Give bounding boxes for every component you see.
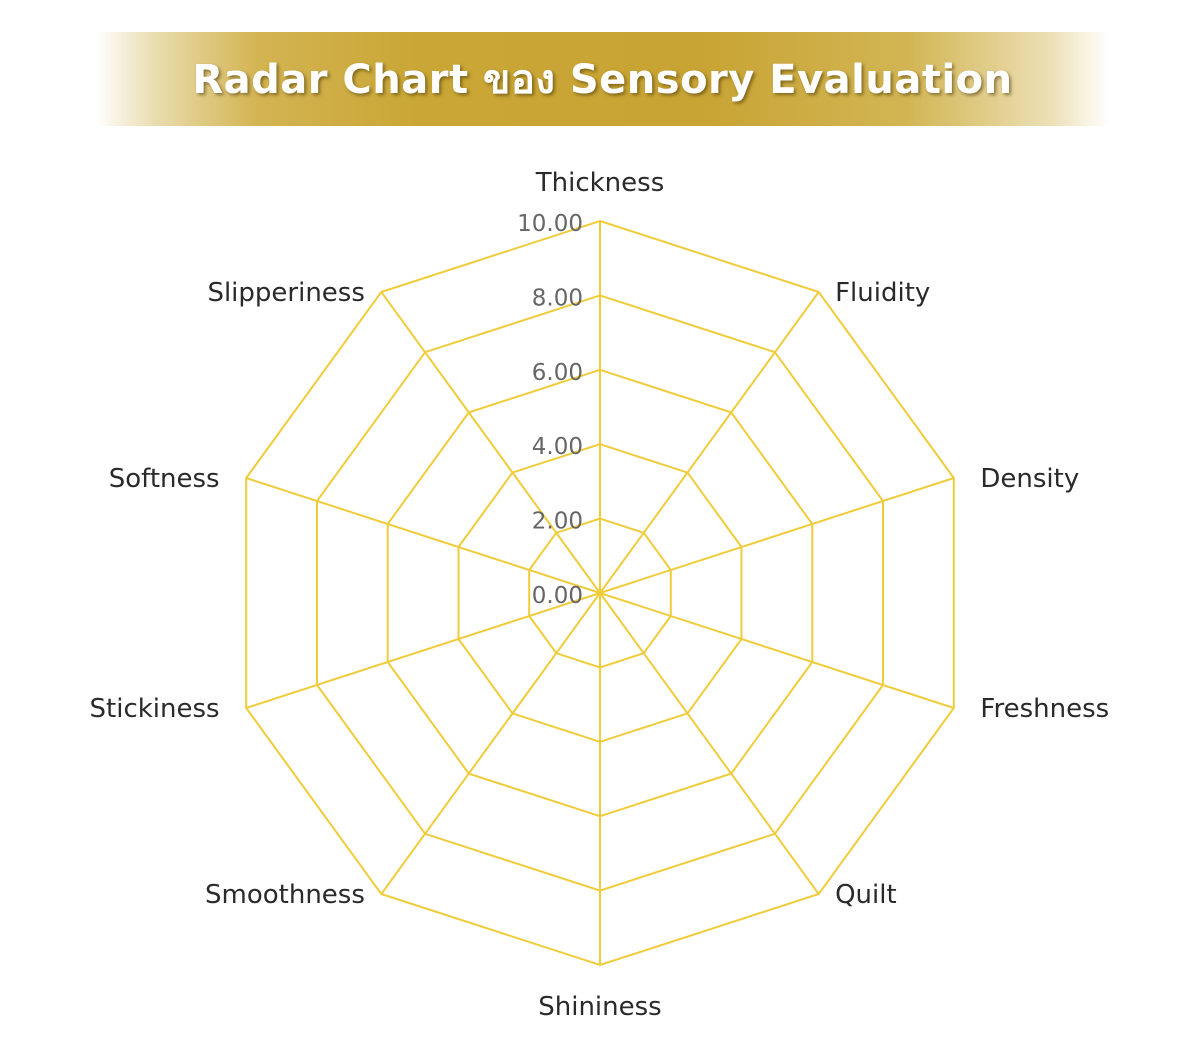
axis-label-thickness: Thickness: [535, 168, 665, 198]
spoke-softness: [245, 477, 601, 594]
title-banner: Radar Chart ของ Sensory Evaluation: [95, 32, 1110, 126]
spoke-freshness: [599, 592, 955, 709]
axis-label-density: Density: [980, 464, 1079, 494]
axis-label-fluidity: Fluidity: [835, 278, 930, 308]
chart-title: Radar Chart ของ Sensory Evaluation: [192, 57, 1013, 103]
spoke-slipperiness: [380, 291, 601, 594]
tick-label-0: 0.00: [532, 583, 583, 609]
spoke-fluidity: [599, 291, 820, 594]
tick-label-1: 2.00: [532, 509, 583, 535]
spoke-quilt: [599, 592, 820, 895]
tick-label-4: 8.00: [532, 285, 583, 311]
axis-labels: Thickness Fluidity Density Freshness Quilt Sh…: [90, 168, 1110, 1022]
tick-label-5: 10.00: [517, 211, 583, 237]
axis-label-stickiness: Stickiness: [90, 694, 220, 724]
axis-label-quilt: Quilt: [835, 880, 897, 910]
spoke-smoothness: [380, 592, 601, 895]
center-point: [597, 590, 603, 596]
tick-label-2: 4.00: [532, 434, 583, 460]
tick-labels: 0.00 2.00 4.00 6.00 8.00 10.00: [517, 211, 583, 609]
spokes: [245, 221, 955, 965]
axis-label-softness: Softness: [109, 464, 220, 494]
axis-label-shininess: Shininess: [538, 992, 661, 1022]
axis-label-slipperiness: Slipperiness: [207, 278, 364, 308]
axis-label-freshness: Freshness: [980, 694, 1109, 724]
spoke-stickiness: [245, 592, 601, 709]
tick-label-3: 6.00: [532, 360, 583, 386]
spoke-density: [599, 477, 955, 594]
axis-label-smoothness: Smoothness: [205, 880, 365, 910]
